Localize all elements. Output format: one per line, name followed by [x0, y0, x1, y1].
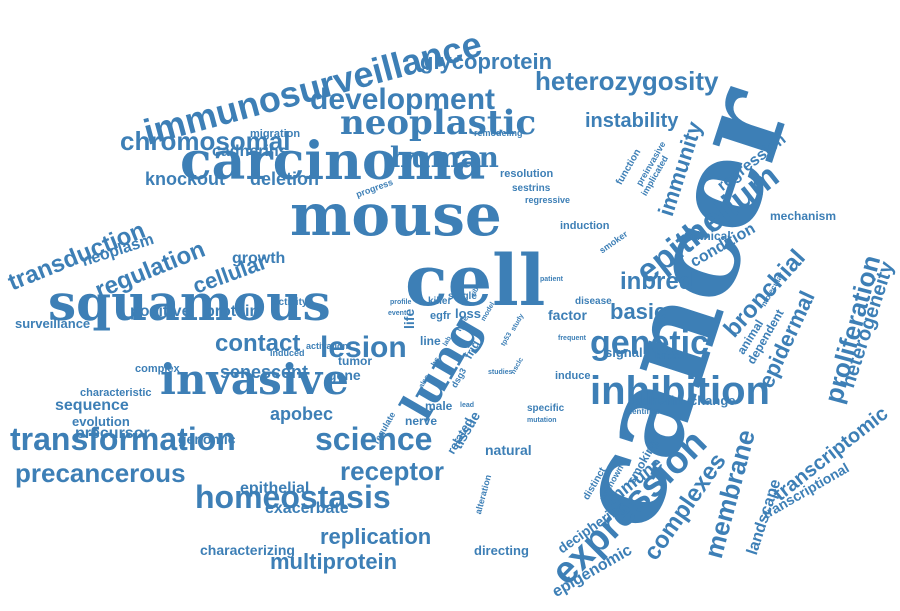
word-nsclc: nsclc [510, 356, 526, 376]
word-squamous: squamous [48, 272, 331, 332]
word-neoplastic: neoplastic [340, 103, 537, 144]
word-induction: induction [560, 219, 610, 232]
word-multiprotein: multiprotein [270, 549, 398, 575]
word-regressive: regressive [525, 195, 571, 206]
word-homeostasis: homeostasis [195, 478, 391, 515]
word-gene: gene [328, 367, 361, 384]
word-patient: patient [540, 276, 563, 284]
word-disease: disease [575, 295, 612, 307]
word-development: development [310, 82, 496, 116]
word-replication: replication [320, 524, 432, 550]
word-characterizing: characterizing [200, 542, 295, 559]
word-instability: instability [585, 110, 679, 132]
word-studies: studies [488, 369, 513, 377]
word-surveillance: surveillance [15, 315, 91, 331]
word-sestrins: sestrins [512, 182, 551, 194]
word-killer: killer [428, 295, 452, 307]
word-clinical: clinical [690, 228, 731, 243]
word-egfr: egfr [430, 309, 451, 322]
word-tp53: tp53 [500, 331, 514, 348]
word-inbred: inbred [620, 267, 694, 295]
word-event: event [388, 310, 407, 318]
word-cell: cell [405, 238, 546, 322]
word-lead: lead [460, 402, 475, 410]
word-resolution: resolution [500, 167, 554, 180]
word-alteration: alteration [473, 473, 494, 516]
word-precancerous: precancerous [15, 457, 186, 488]
word-directing: directing [474, 542, 529, 558]
word-inhibition: inhibition [590, 369, 770, 413]
word-induced: induced [270, 348, 305, 359]
word-migration: migration [250, 127, 301, 140]
word-lesion: lesion [320, 330, 407, 364]
word-complex: complex [135, 362, 180, 375]
word-apobec: apobec [270, 403, 334, 424]
word-tumor: tumor [338, 353, 372, 368]
word-profile: profile [390, 299, 412, 307]
word-human: human [390, 141, 499, 175]
word-carcinoma: carcinoma [180, 130, 486, 192]
word-receptor: receptor [340, 455, 445, 486]
word-cadherins: cadherins [212, 143, 288, 161]
word-activation: activation [306, 341, 349, 352]
word-genetic: genetic [590, 324, 710, 363]
word-science: science [315, 420, 433, 457]
word-specific: specific [527, 402, 565, 414]
word-precursor: precursor [75, 425, 150, 443]
word-knockout: knockout [145, 168, 226, 189]
word-change: change [690, 392, 736, 408]
word-natural: natural [485, 442, 532, 459]
word-invasive: invasive [160, 355, 349, 405]
word-nerve: nerve [405, 413, 438, 428]
word-heterozygosity: heterozygosity [535, 65, 719, 96]
word-glycoprotein: glycoprotein [420, 49, 553, 75]
word-signal: signal [605, 344, 643, 360]
word-mouse: mouse [290, 180, 502, 249]
word-cadherin: cadherin [628, 392, 683, 408]
word-exacerbate: exacerbate [265, 500, 349, 518]
word-deletion: deletion [250, 168, 320, 189]
word-characteristic: characteristic [80, 386, 152, 399]
word-loss: loss [455, 305, 482, 321]
word-genomic: genomic [178, 431, 236, 448]
word-contact: contact [215, 329, 301, 357]
word-transcriptomic: transcriptomic [769, 402, 893, 506]
word-identifies: identifies [625, 407, 661, 417]
word-induce: induce [555, 369, 591, 382]
word-frequent: frequent [558, 335, 586, 343]
word-epithelial: epithelial [240, 480, 310, 498]
word-remodeling: remodeling [474, 128, 523, 139]
word-male: male [425, 398, 453, 413]
word-protein: protein [205, 303, 260, 321]
word-single: single [448, 290, 477, 302]
word-mechanism: mechanism [770, 208, 837, 223]
word-breast: breast [655, 349, 689, 362]
word-basic: basic [610, 299, 667, 325]
word-growth: growth [232, 250, 286, 268]
word-sequence: sequence [55, 397, 129, 415]
word-positive: positive [130, 303, 191, 321]
word-evolution: evolution [72, 413, 130, 429]
word-factor: factor [548, 307, 587, 324]
word-activity: activity [273, 296, 308, 308]
word-mutation: mutation [527, 417, 557, 425]
word-transformation: transformation [10, 420, 236, 457]
word-chromosomal: chromosomal [120, 125, 291, 156]
word-line: line [420, 333, 441, 348]
word-senescent: senescent [220, 361, 309, 382]
